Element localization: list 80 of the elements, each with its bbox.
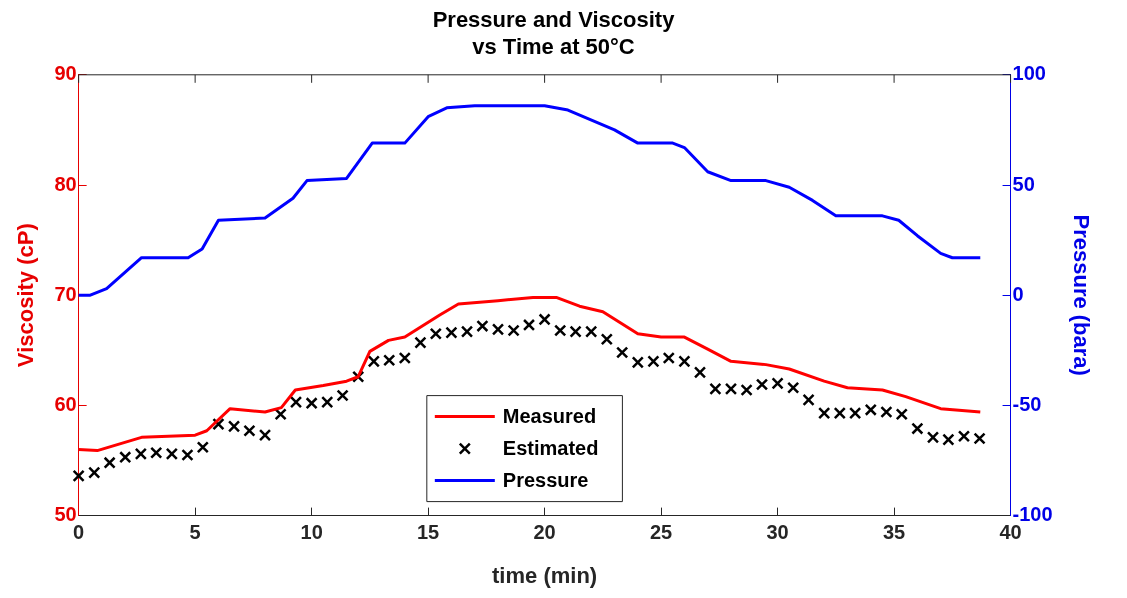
point <box>771 377 784 390</box>
point <box>585 325 598 338</box>
point <box>134 447 148 461</box>
point <box>864 403 877 417</box>
x-tick-label: 35 <box>882 521 906 544</box>
point <box>631 356 644 369</box>
point <box>724 382 738 396</box>
point <box>336 389 349 402</box>
point <box>709 382 722 396</box>
x-tick-label: 20 <box>533 521 556 544</box>
point <box>973 432 986 445</box>
y-tick-label: 70 <box>54 282 77 305</box>
point <box>367 355 381 368</box>
point <box>615 346 629 359</box>
y-tick-label: 90 <box>54 62 77 85</box>
y-tick-label: 60 <box>54 392 77 415</box>
x-tick-label: 10 <box>300 521 323 544</box>
point <box>554 324 567 337</box>
point <box>491 323 505 336</box>
y2-axis-title: Pressure (bara) <box>1068 214 1094 376</box>
point <box>72 469 85 483</box>
point <box>942 433 955 446</box>
point <box>522 318 536 332</box>
legend-label: Measured <box>502 405 597 428</box>
point <box>848 406 862 420</box>
point <box>895 408 908 421</box>
point <box>926 431 940 444</box>
point <box>321 395 334 409</box>
y2-tick-label: 100 <box>1012 62 1046 85</box>
point <box>600 333 614 346</box>
point <box>817 406 831 420</box>
point <box>755 378 769 391</box>
point <box>662 351 675 365</box>
point <box>274 408 287 421</box>
point <box>227 420 241 433</box>
point <box>150 446 163 459</box>
point <box>833 406 846 420</box>
point <box>802 393 815 407</box>
point <box>305 397 318 410</box>
y2-tick-label: 50 <box>1012 172 1035 195</box>
point <box>538 313 551 326</box>
point <box>647 355 660 368</box>
point <box>196 441 210 454</box>
point <box>212 417 225 431</box>
point <box>911 422 924 435</box>
point <box>383 354 396 367</box>
point <box>258 428 272 442</box>
point <box>414 336 427 349</box>
point <box>445 326 458 339</box>
point <box>507 324 520 337</box>
x-tick-label: 30 <box>766 521 789 544</box>
legend-label: Estimated <box>502 437 599 460</box>
point <box>243 424 256 437</box>
point <box>476 319 489 333</box>
point <box>880 405 893 419</box>
point <box>569 325 582 338</box>
point <box>165 447 179 461</box>
point <box>678 355 691 368</box>
point <box>693 366 707 379</box>
point <box>957 430 971 443</box>
point <box>181 448 194 462</box>
point <box>740 383 753 397</box>
x-axis-title: time (min) <box>492 562 598 588</box>
point <box>398 351 412 365</box>
y2-tick-label: 0 <box>1012 282 1024 305</box>
x-tick-label: 15 <box>416 521 440 544</box>
point <box>429 327 443 340</box>
x-tick-label: 25 <box>649 521 673 544</box>
legend-label: Pressure <box>502 469 589 492</box>
point <box>103 456 116 469</box>
x-tick-label: 5 <box>189 521 201 544</box>
point <box>289 395 303 409</box>
point <box>787 381 800 394</box>
point <box>119 450 132 464</box>
y-axis-title: Viscosity (cP) <box>13 223 39 368</box>
point <box>460 325 474 338</box>
y-tick-label: 80 <box>54 172 77 195</box>
point <box>88 466 101 479</box>
chart-title: Pressure and Viscosity vs Time at 50°C <box>432 7 676 59</box>
y2-tick-label: -50 <box>1012 392 1042 415</box>
